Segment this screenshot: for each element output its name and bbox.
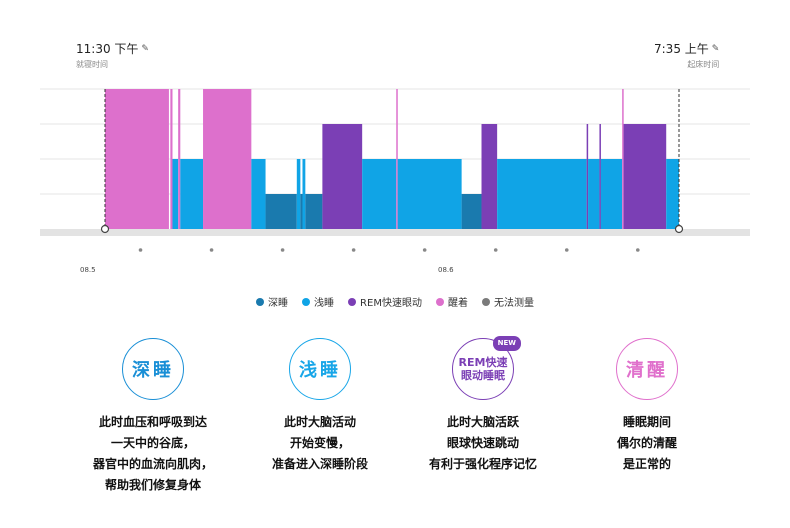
waketime-label: 起床时间 [687, 60, 720, 69]
sleep-segment-awake [622, 89, 624, 229]
stage-description-line: 帮助我们修复身体 [104, 478, 201, 492]
waketime-row[interactable]: 7:35 上午 ✎ [654, 40, 719, 57]
stage-description-line: 开始变慢， [289, 436, 350, 450]
waketime-value: 7:35 上午 [654, 42, 709, 56]
legend-label: 浅睡 [314, 298, 335, 309]
hour-tick-dot [138, 248, 143, 252]
edit-pencil-icon[interactable]: ✎ [711, 43, 720, 54]
stage-description: 此时大脑活动 开始变慢， 准备进入深睡阶段 [235, 412, 405, 475]
sleep-segment-light [600, 159, 623, 229]
legend-item: REM快速眼动 [348, 294, 422, 309]
stage-description-line: 准备进入深睡阶段 [271, 457, 368, 471]
stage-title: 浅睡 [299, 360, 341, 381]
hour-tick-dot [422, 248, 427, 252]
chart-baseline [40, 229, 750, 236]
stage-circle: 深睡 [122, 338, 184, 400]
legend-item: 深睡 [256, 294, 288, 309]
sleep-segment-deep [461, 194, 482, 229]
hour-tick-dot [280, 248, 285, 252]
bedtime-block: 11:30 下午 ✎ 就寝时间 [76, 40, 149, 70]
sleep-segment-light [296, 159, 301, 229]
stage-title-line: 眼动睡眠 [461, 369, 505, 382]
stage-description-line: 此时血压和呼吸到达 [98, 415, 207, 429]
stage-description-line: 一天中的谷底， [110, 436, 195, 450]
legend-label: REM快速眼动 [360, 298, 422, 309]
stage-description: 此时血压和呼吸到达 一天中的谷底， 器官中的血流向肌肉， 帮助我们修复身体 [68, 412, 238, 496]
hour-tick-dot [635, 248, 640, 252]
stage-card: REM快速 眼动睡眠 NEW 此时大脑活跃 眼球快速跳动有利于强化程序记忆 [398, 336, 568, 475]
bedtime-label: 就寝时间 [76, 60, 108, 69]
stage-description-line: 此时大脑活动 [283, 415, 356, 429]
sleep-segment-light [588, 159, 600, 229]
legend-dot-icon [302, 297, 311, 306]
legend-label: 深睡 [268, 298, 289, 309]
sleep-segment-light [497, 159, 587, 229]
stage-description: 睡眠期间偶尔的清醒是正常的 [562, 412, 732, 475]
sleep-segment-rem [586, 124, 589, 229]
sleep-segment-awake [203, 89, 252, 229]
hour-tick-dot [493, 248, 498, 252]
hour-tick-dot [209, 248, 214, 252]
edit-pencil-icon[interactable]: ✎ [141, 43, 149, 54]
legend-item: 醒着 [435, 294, 468, 309]
stage-card: 深睡此时血压和呼吸到达 一天中的谷底， 器官中的血流向肌肉， 帮助我们修复身体 [68, 338, 238, 496]
stage-description-line: 是正常的 [622, 457, 671, 471]
sleep-segment-rem [623, 124, 667, 229]
stage-title: 深睡 [132, 360, 174, 381]
date-label-start: 08.5 [80, 266, 96, 274]
stage-description-line: 有利于强化程序记忆 [428, 457, 537, 471]
sleep-stage-chart [40, 88, 750, 252]
boundary-marker-icon [674, 224, 684, 234]
stage-title: 清醒 [626, 360, 668, 381]
stage-circle: REM快速 眼动睡眠 NEW [452, 336, 521, 400]
sleep-segment-rem [481, 124, 498, 229]
stage-description-line: 此时大脑活跃 [446, 415, 519, 429]
bedtime-row[interactable]: 11:30 下午 ✎ [76, 40, 149, 57]
legend-item: 无法测量 [481, 294, 534, 309]
boundary-marker-icon [100, 224, 110, 234]
stage-description-line: 眼球快速跳动 [446, 436, 519, 450]
sleep-segment-light [397, 159, 462, 229]
stage-card: 浅睡此时大脑活动 开始变慢， 准备进入深睡阶段 [235, 338, 405, 475]
hour-tick-dot [564, 248, 569, 252]
sleep-segment-rem [599, 124, 601, 229]
chart-legend: 深睡 浅睡 REM快速眼动 醒着 无法测量 [0, 294, 790, 309]
legend-dot-icon [256, 297, 265, 306]
sleep-segment-light [180, 159, 204, 229]
stage-description: 此时大脑活跃 眼球快速跳动有利于强化程序记忆 [398, 412, 568, 475]
stage-circle: 清醒 [616, 338, 678, 400]
stage-description-line: 睡眠期间 [622, 415, 671, 429]
sleep-segment-deep [300, 194, 303, 229]
stage-title-line: REM快速 [458, 356, 508, 369]
sleep-segment-light [172, 159, 179, 229]
sleep-segment-awake [178, 89, 181, 229]
waketime-block: 7:35 上午 ✎ 起床时间 [654, 40, 719, 70]
stage-description-line: 器官中的血流向肌肉， [92, 457, 213, 471]
stage-circle: 浅睡 [289, 338, 351, 400]
legend-label: 醒着 [447, 298, 468, 309]
date-label-next: 08.6 [438, 266, 454, 274]
sleep-segment-deep [265, 194, 297, 229]
sleep-segment-awake [170, 89, 173, 229]
legend-item: 浅睡 [302, 294, 334, 309]
stage-title: REM快速 眼动睡眠 [459, 356, 508, 382]
hour-tick-dot [351, 248, 356, 252]
legend-label: 无法测量 [493, 298, 534, 309]
legend-dot-icon [435, 297, 444, 306]
sleep-segment-light [666, 159, 679, 229]
stage-card: 清醒睡眠期间偶尔的清醒是正常的 [562, 338, 732, 475]
sleep-segment-awake [105, 89, 169, 229]
sleep-segment-light [362, 159, 397, 229]
stage-description-line: 偶尔的清醒 [616, 436, 677, 450]
sleep-segment-light [302, 159, 306, 229]
bedtime-value: 11:30 下午 [76, 42, 139, 56]
sleep-segment-deep [305, 194, 323, 229]
legend-dot-icon [481, 297, 490, 306]
sleep-segment-awake [396, 89, 398, 229]
sleep-segment-light [251, 159, 266, 229]
new-badge: NEW [492, 336, 521, 351]
sleep-segment-rem [322, 124, 363, 229]
legend-dot-icon [348, 297, 357, 306]
